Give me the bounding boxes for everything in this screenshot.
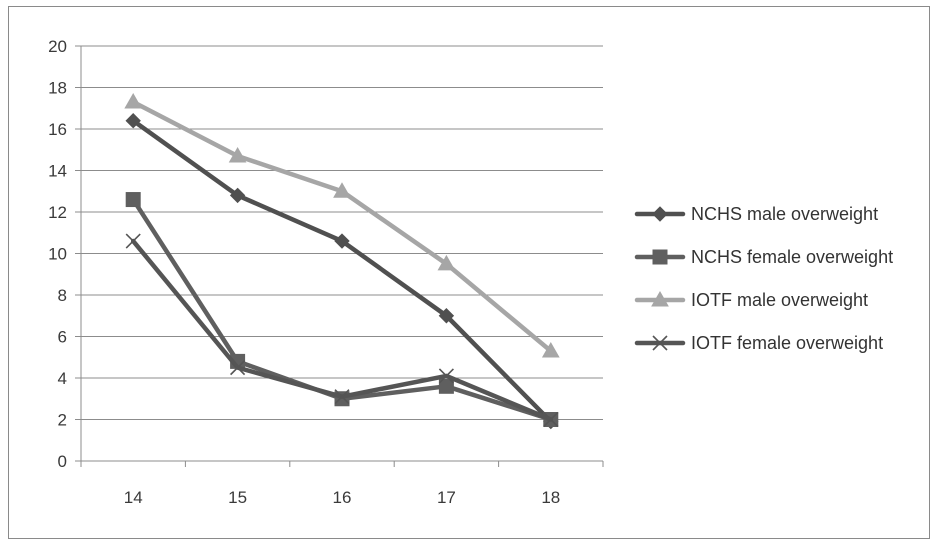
series-1-line bbox=[130, 118, 554, 424]
legend-item-1: NCHS male overweight bbox=[634, 204, 878, 224]
series-1-point-15 bbox=[229, 187, 246, 204]
series-4-point-17 bbox=[438, 368, 454, 384]
y-tick-label-14: 14 bbox=[48, 162, 67, 181]
x-axis-ticks: 14 15 16 17 18 bbox=[80, 461, 604, 507]
series-1-point-17 bbox=[438, 308, 455, 324]
series-4-point-18 bbox=[543, 411, 559, 428]
legend: NCHS male overweight NCHS female overweig… bbox=[634, 204, 893, 353]
series-3 bbox=[124, 93, 560, 358]
legend-swatch-marker bbox=[651, 290, 669, 307]
y-tick-label-2: 2 bbox=[58, 411, 67, 430]
series-3-point-16 bbox=[333, 182, 351, 198]
series-3-point-15 bbox=[228, 146, 247, 163]
y-axis-ticks: 0 2 4 6 8 10 12 14 16 18 20 bbox=[48, 37, 81, 471]
series-2-point-14 bbox=[125, 192, 141, 208]
series-4 bbox=[125, 233, 559, 428]
legend-label: NCHS female overweight bbox=[691, 247, 893, 267]
series-4-point-16 bbox=[334, 389, 350, 405]
series-3-point-17 bbox=[437, 254, 456, 271]
series-1 bbox=[125, 112, 559, 430]
y-tick-label-8: 8 bbox=[58, 286, 67, 305]
y-tick-label-4: 4 bbox=[58, 369, 67, 388]
series-4-point-15 bbox=[230, 360, 246, 376]
x-tick-label-16: 16 bbox=[333, 488, 352, 507]
y-tick-label-18: 18 bbox=[48, 79, 67, 98]
y-tick-label-12: 12 bbox=[48, 203, 67, 222]
series-layer bbox=[124, 93, 560, 430]
x-tick-label-14: 14 bbox=[124, 488, 143, 507]
legend-swatch-marker bbox=[652, 335, 668, 351]
y-tick-label-16: 16 bbox=[48, 120, 67, 139]
series-1-point-16 bbox=[334, 233, 350, 249]
x-tick-label-18: 18 bbox=[541, 488, 560, 507]
series-2-point-17 bbox=[438, 378, 454, 394]
series-2-line bbox=[130, 197, 554, 422]
x-tick-label-15: 15 bbox=[228, 488, 247, 507]
legend-label: IOTF female overweight bbox=[691, 333, 883, 353]
legend-swatch-marker bbox=[652, 206, 668, 222]
series-3-point-18 bbox=[541, 342, 560, 358]
legend-item-2: NCHS female overweight bbox=[634, 247, 893, 267]
y-tick-label-0: 0 bbox=[58, 452, 67, 471]
legend-item-4: IOTF female overweight bbox=[634, 333, 883, 353]
legend-label: IOTF male overweight bbox=[691, 290, 868, 310]
x-tick-label-17: 17 bbox=[437, 488, 456, 507]
y-tick-label-20: 20 bbox=[48, 37, 67, 56]
y-tick-label-10: 10 bbox=[48, 245, 67, 264]
series-1-point-14 bbox=[125, 112, 141, 129]
series-4-point-14 bbox=[125, 233, 141, 249]
y-tick-label-6: 6 bbox=[58, 328, 67, 347]
series-3-point-14 bbox=[124, 93, 143, 109]
legend-label: NCHS male overweight bbox=[691, 204, 878, 224]
legend-swatch-marker bbox=[652, 249, 668, 265]
legend-item-3: IOTF male overweight bbox=[634, 290, 868, 310]
